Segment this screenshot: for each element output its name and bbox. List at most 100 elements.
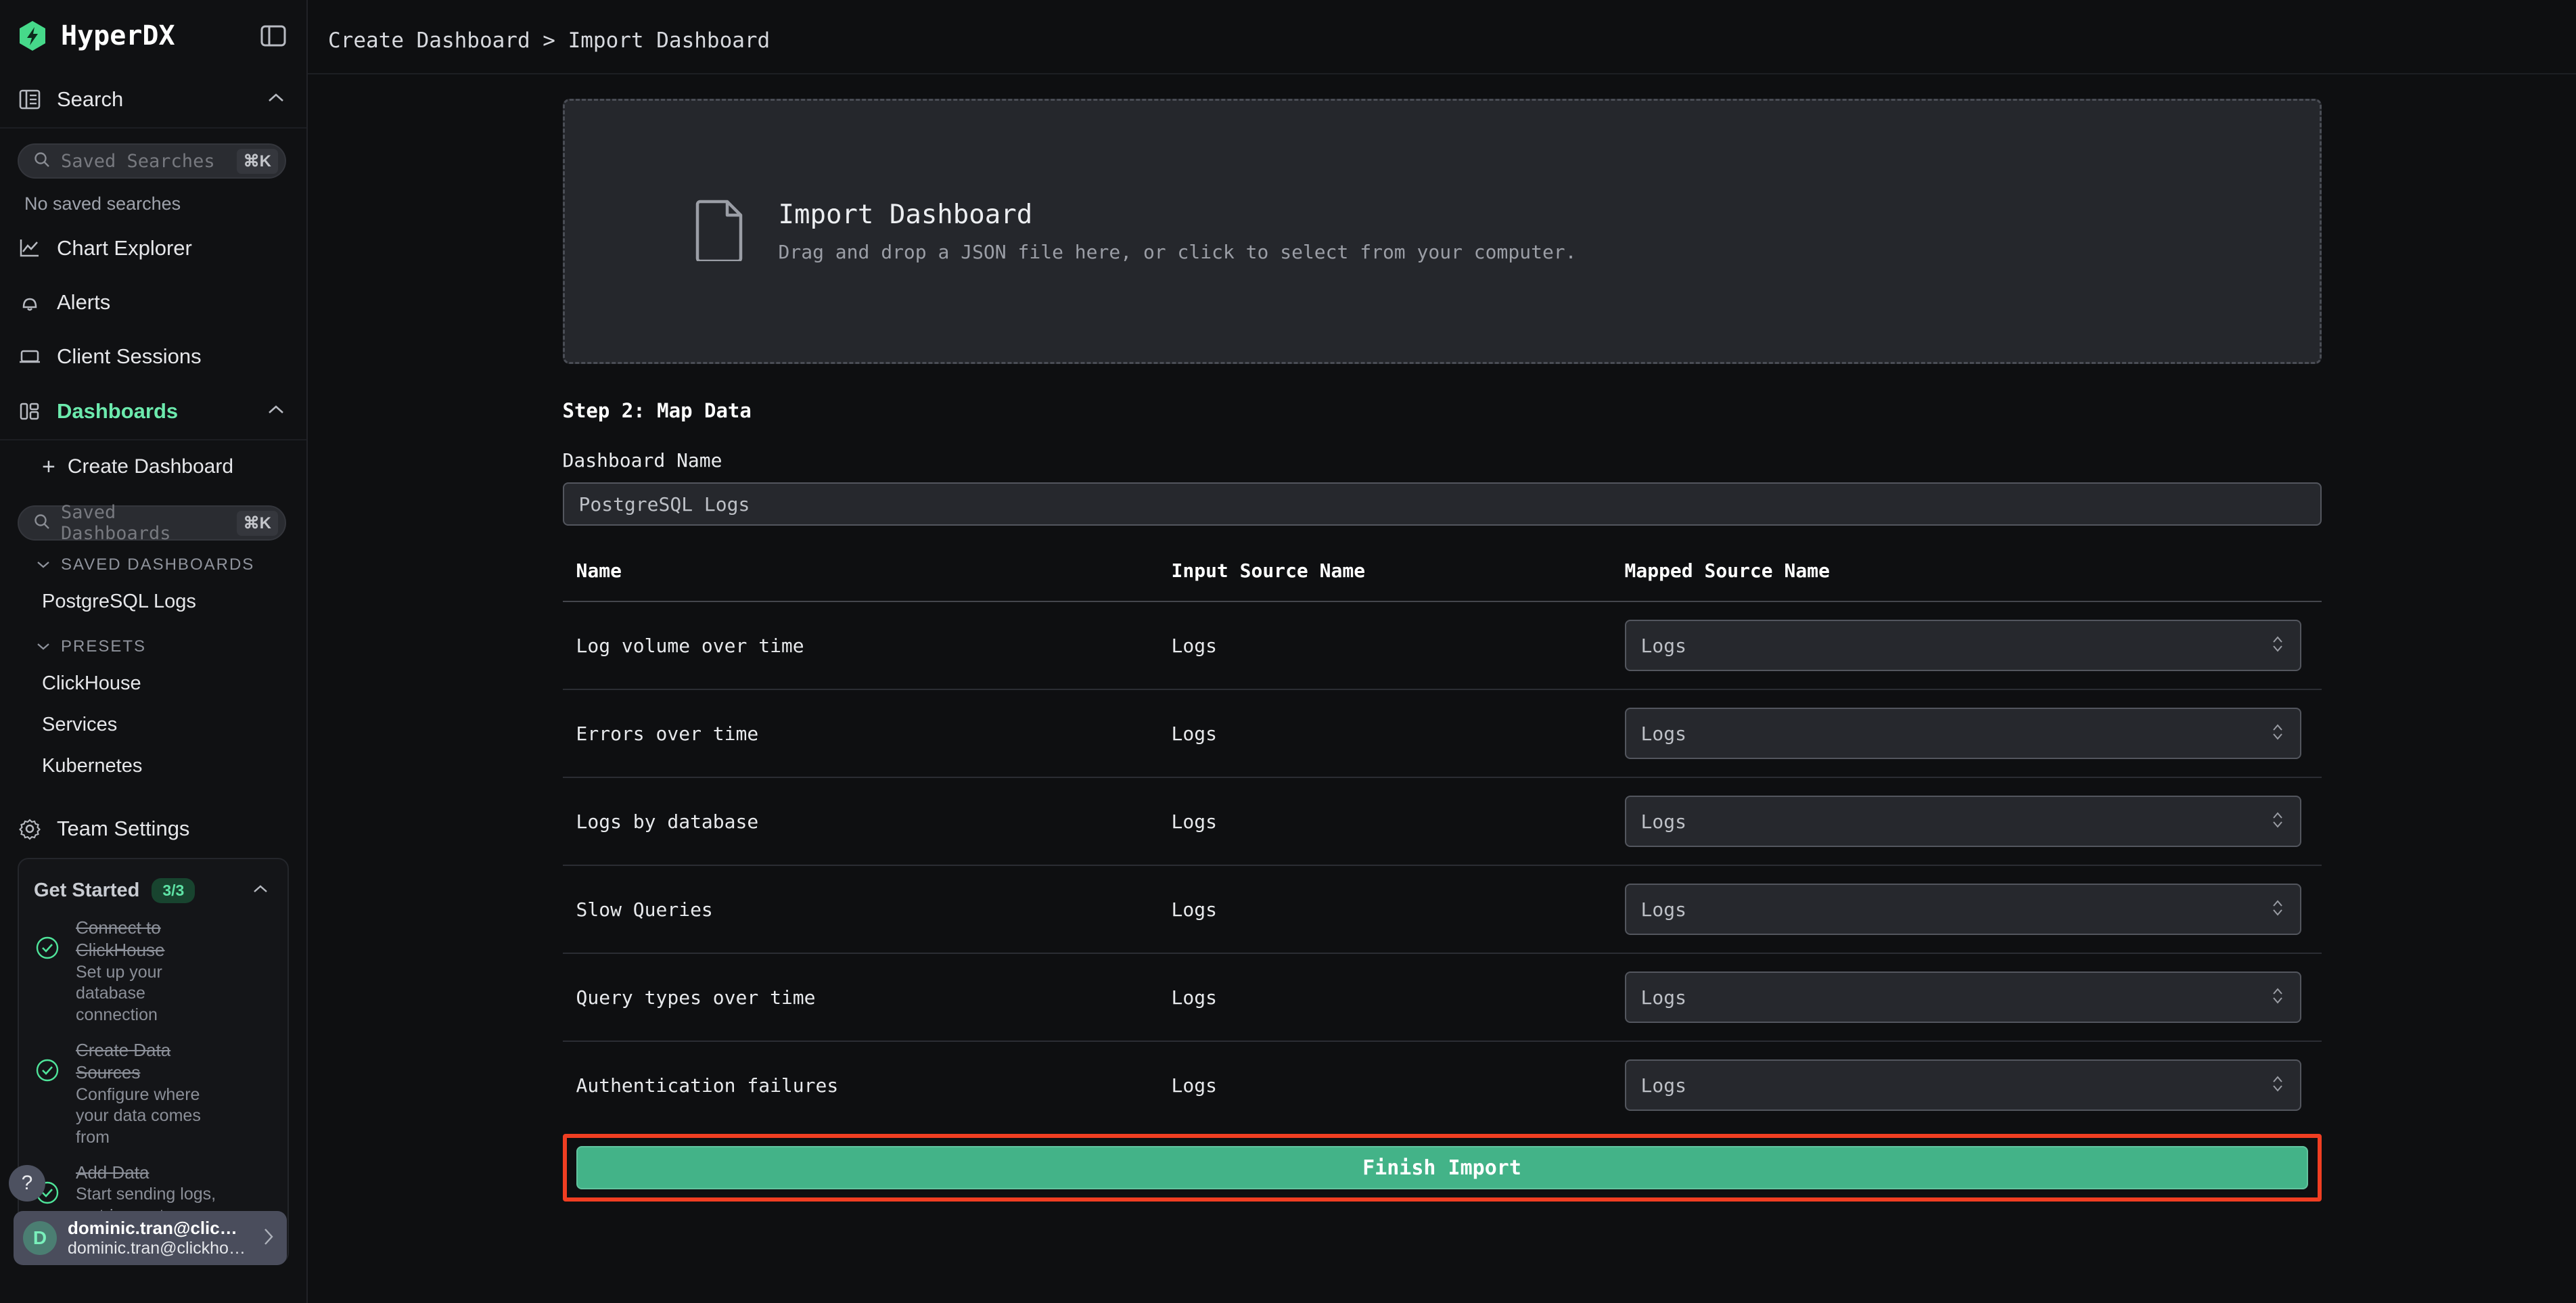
sidebar-item-chart-explorer[interactable]: Chart Explorer xyxy=(0,221,306,275)
saved-dashboards-input[interactable]: Saved Dashboards ⌘K xyxy=(18,502,286,544)
sidebar-section-dashboards-label: Dashboards xyxy=(57,399,179,423)
check-circle-icon xyxy=(34,934,61,961)
chevron-up-down-icon xyxy=(2270,808,2285,835)
dropzone-title: Import Dashboard xyxy=(778,200,1033,230)
row-input-source: Logs xyxy=(1157,689,1611,778)
user-name: dominic.tran@clic… xyxy=(68,1218,237,1238)
table-row: Logs by database Logs Logs xyxy=(562,777,2322,866)
lightning-hexagon-icon xyxy=(18,20,47,52)
sidebar-item-alerts-label: Alerts xyxy=(57,290,111,314)
row-name: Slow Queries xyxy=(562,865,1158,954)
mapped-source-select[interactable]: Logs xyxy=(1624,971,2301,1023)
row-name: Logs by database xyxy=(562,777,1158,866)
dropzone-subtitle: Drag and drop a JSON file here, or click… xyxy=(778,241,1577,263)
search-icon xyxy=(32,512,51,534)
chevron-up-icon[interactable] xyxy=(266,91,286,108)
chevron-up-down-icon xyxy=(2270,896,2285,923)
user-account-card[interactable]: D dominic.tran@clic… dominic.tran@clickh… xyxy=(14,1211,287,1265)
column-header-name: Name xyxy=(562,559,1158,602)
column-header-mapped-source-name: Mapped Source Name xyxy=(1611,559,2322,602)
row-name: Query types over time xyxy=(562,953,1158,1042)
sidebar-item-client-sessions[interactable]: Client Sessions xyxy=(0,329,306,384)
row-mapped-source-cell: Logs xyxy=(1611,601,2322,690)
mapped-source-value: Logs xyxy=(1640,1074,1686,1097)
step-title: Step 2: Map Data xyxy=(562,399,752,422)
gear-icon xyxy=(18,817,46,841)
finish-import-highlight: Finish Import xyxy=(562,1134,2322,1202)
row-input-source: Logs xyxy=(1157,601,1611,690)
check-circle-icon xyxy=(34,1057,61,1084)
mapped-source-select[interactable]: Logs xyxy=(1624,1059,2301,1111)
group-presets-label: PRESETS xyxy=(61,637,147,656)
group-saved-dashboards[interactable]: SAVED DASHBOARDS xyxy=(0,541,306,581)
row-mapped-source-cell: Logs xyxy=(1611,777,2322,866)
file-dropzone[interactable]: Import Dashboard Drag and drop a JSON fi… xyxy=(562,99,2322,364)
mapped-source-value: Logs xyxy=(1640,810,1686,833)
finish-import-button[interactable]: Finish Import xyxy=(576,1146,2308,1189)
help-button[interactable]: ? xyxy=(9,1165,45,1202)
plus-icon: + xyxy=(42,454,55,480)
sidebar-item-team-settings[interactable]: Team Settings xyxy=(0,802,306,856)
get-started-header[interactable]: Get Started 3/3 xyxy=(19,859,288,907)
create-dashboard-label: Create Dashboard xyxy=(67,455,234,478)
get-started-item-connect-clickhouse[interactable]: Connect to ClickHouse Set up your databa… xyxy=(19,907,288,1030)
preset-kubernetes[interactable]: Kubernetes xyxy=(42,755,143,777)
chevron-down-icon xyxy=(35,555,51,574)
saved-searches-input[interactable]: Saved Searches ⌘K xyxy=(18,143,286,179)
row-mapped-source-cell: Logs xyxy=(1611,1041,2322,1128)
chevron-up-icon[interactable] xyxy=(251,883,270,898)
dashboard-name-label: Dashboard Name xyxy=(562,449,722,472)
sidebar-item-chart-explorer-label: Chart Explorer xyxy=(57,236,192,260)
row-mapped-source-cell: Logs xyxy=(1611,865,2322,954)
dashboard-name-input[interactable]: PostgreSQL Logs xyxy=(562,482,2322,526)
mapped-source-select[interactable]: Logs xyxy=(1624,620,2301,671)
row-mapped-source-cell: Logs xyxy=(1611,953,2322,1042)
mapped-source-value: Logs xyxy=(1640,634,1686,657)
get-started-progress-badge: 3/3 xyxy=(152,878,196,903)
table-row: Log volume over time Logs Logs xyxy=(562,601,2322,690)
breadcrumb[interactable]: Create Dashboard > Import Dashboard xyxy=(328,28,770,53)
sidebar-item-alerts[interactable]: Alerts xyxy=(0,275,306,329)
table-row: Query types over time Logs Logs xyxy=(562,953,2322,1042)
chevron-up-icon[interactable] xyxy=(266,403,286,420)
mapped-source-value: Logs xyxy=(1640,898,1686,921)
line-chart-icon xyxy=(18,236,46,260)
chevron-right-icon[interactable] xyxy=(260,1225,277,1252)
get-started-item-desc: Configure where your data comes from xyxy=(76,1084,201,1147)
row-input-source: Logs xyxy=(1157,953,1611,1042)
sidebar: HyperDX Search xyxy=(0,0,308,1303)
get-started-title: Get Started xyxy=(34,879,140,901)
mapped-source-select[interactable]: Logs xyxy=(1624,796,2301,847)
preset-clickhouse[interactable]: ClickHouse xyxy=(42,672,141,694)
row-input-source: Logs xyxy=(1171,1074,1217,1097)
laptop-icon xyxy=(18,344,46,369)
bell-icon xyxy=(18,290,46,315)
column-header-input-source-name: Input Source Name xyxy=(1157,559,1611,602)
search-shortcut-badge: ⌘K xyxy=(236,148,278,174)
file-document-icon xyxy=(693,199,746,265)
row-input-source: Logs xyxy=(1157,865,1611,954)
sidebar-section-search[interactable]: Search xyxy=(0,72,306,129)
saved-dashboards-placeholder: Saved Dashboards xyxy=(61,502,171,544)
row-name: Log volume over time xyxy=(562,601,1158,690)
chevron-down-icon xyxy=(35,637,51,656)
get-started-item-title: Connect to ClickHouse xyxy=(76,917,165,961)
mapped-source-select[interactable]: Logs xyxy=(1624,884,2301,935)
table-row: Errors over time Logs Logs xyxy=(562,689,2322,778)
preset-services[interactable]: Services xyxy=(42,714,118,735)
create-dashboard-button[interactable]: + Create Dashboard xyxy=(0,440,306,490)
get-started-item-create-data-sources[interactable]: Create Data Sources Configure where your… xyxy=(19,1030,288,1152)
panel-toggle-icon[interactable] xyxy=(258,20,289,51)
sidebar-section-dashboards[interactable]: Dashboards xyxy=(0,384,306,440)
chevron-up-down-icon xyxy=(2270,1072,2285,1099)
user-email: dominic.tran@clickho… xyxy=(68,1239,246,1258)
get-started-item-title: Add Data xyxy=(76,1162,150,1183)
get-started-item-desc: Set up your database connection xyxy=(76,962,162,1024)
group-presets[interactable]: PRESETS xyxy=(0,622,306,663)
chevron-up-down-icon xyxy=(2270,984,2285,1011)
mapped-source-select[interactable]: Logs xyxy=(1624,708,2301,759)
sidebar-item-team-settings-label: Team Settings xyxy=(57,817,190,840)
brand-name: HyperDX xyxy=(61,20,175,51)
saved-dashboard-postgresql-logs[interactable]: PostgreSQL Logs xyxy=(42,591,196,612)
table-header-row: Name Input Source Name Mapped Source Nam… xyxy=(562,559,2322,602)
